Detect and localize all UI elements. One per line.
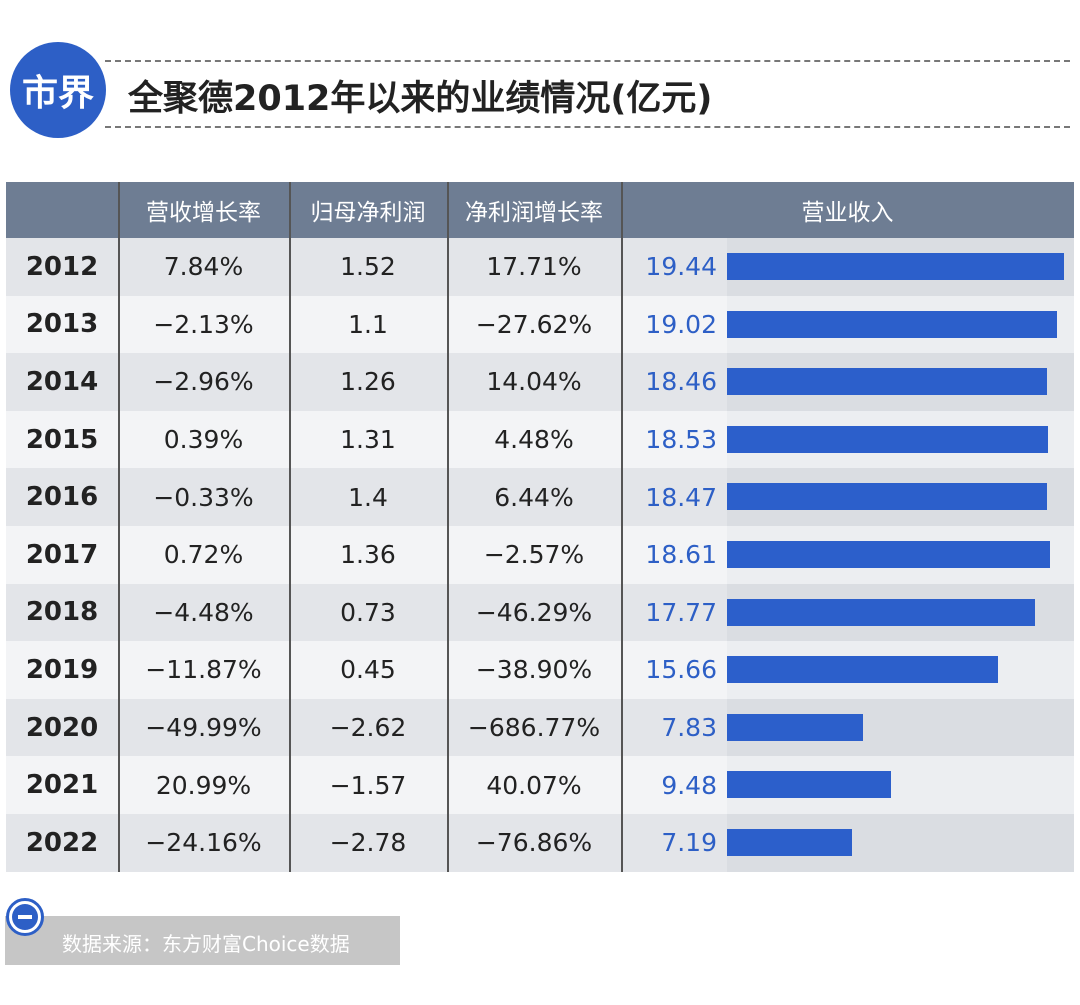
- revenue-bar: [727, 425, 1049, 453]
- revenue-bar: [727, 483, 1048, 511]
- net-profit: −2.78: [329, 828, 407, 858]
- net-profit: 1.31: [340, 425, 396, 455]
- net-profit: 1.52: [340, 252, 396, 282]
- net-profit-growth: 17.71%: [486, 252, 582, 282]
- revenue-label: 18.46: [645, 367, 717, 397]
- column-header: 净利润增长率: [465, 200, 603, 226]
- net-profit-growth: 4.48%: [494, 425, 574, 455]
- revenue-bar: [727, 541, 1050, 568]
- net-profit-growth: −38.90%: [475, 655, 593, 685]
- dashed-line: [105, 126, 1070, 128]
- net-profit: −2.62: [329, 713, 407, 743]
- revenue-label: 19.44: [645, 252, 717, 282]
- revenue-label: 18.53: [645, 425, 717, 455]
- revenue-bar: [727, 771, 892, 799]
- revenue-label: 7.19: [661, 828, 717, 858]
- net-profit-growth: 6.44%: [494, 482, 574, 512]
- column-header: 营收增长率: [146, 200, 261, 226]
- year: 2021: [25, 770, 99, 801]
- year: 2013: [25, 309, 99, 340]
- column-header: 归母净利润: [310, 200, 426, 226]
- year: 2012: [25, 251, 99, 282]
- revenue-label: 15.66: [645, 655, 717, 685]
- revenue-label: 7.83: [661, 713, 717, 743]
- year: 2020: [25, 712, 99, 743]
- source-box: [5, 916, 400, 965]
- revenue-label: 18.47: [645, 482, 717, 512]
- net-profit: 1.36: [340, 540, 396, 570]
- header-row: [6, 182, 1074, 238]
- year: 2022: [25, 827, 99, 858]
- net-profit: 1.4: [348, 482, 388, 512]
- revenue-bar: [727, 713, 863, 741]
- net-profit-growth: 14.04%: [486, 367, 582, 397]
- revenue-growth: 20.99%: [155, 770, 252, 800]
- title: 全聚德2012年以来的业绩情况(亿元): [128, 79, 713, 119]
- net-profit-growth: −46.29%: [475, 597, 593, 627]
- year: 2016: [25, 482, 99, 513]
- net-profit-growth: −76.86%: [475, 828, 593, 858]
- revenue-growth: −4.48%: [153, 597, 254, 627]
- column-header: 营业收入: [801, 200, 894, 226]
- logo: 市界: [10, 42, 106, 138]
- revenue-bar: [727, 253, 1064, 280]
- table: 营收增长率 归母净利润 净利润增长率 营业收入 2012 7.84% 1.52 17.71% 1…: [6, 182, 1074, 872]
- column-divider: [289, 182, 291, 872]
- column-divider: [447, 182, 449, 872]
- revenue-growth: −0.33%: [153, 482, 254, 512]
- revenue-growth: −11.87%: [145, 655, 262, 685]
- dashed-line: [105, 60, 1070, 62]
- source-icon: [6, 898, 44, 936]
- revenue-growth: 0.39%: [163, 425, 244, 455]
- year: 2014: [25, 366, 99, 397]
- revenue-bar: [727, 598, 1036, 626]
- revenue-growth: −2.13%: [153, 309, 254, 339]
- revenue-label: 9.48: [661, 770, 717, 800]
- net-profit-growth: −2.57%: [483, 540, 585, 570]
- net-profit-growth: −27.62%: [475, 309, 593, 339]
- column-divider: [621, 182, 623, 872]
- net-profit-growth: −686.77%: [467, 713, 601, 743]
- revenue-growth: −49.99%: [145, 713, 262, 743]
- net-profit: 1.26: [340, 367, 396, 397]
- revenue-bar: [727, 368, 1047, 396]
- net-profit: 0.73: [340, 597, 396, 627]
- source: 数据来源：东方财富Choice数据: [62, 932, 350, 956]
- net-profit: −1.57: [329, 770, 407, 800]
- revenue-label: 18.61: [645, 540, 717, 570]
- revenue-bar: [727, 310, 1057, 338]
- revenue-label: 17.77: [645, 597, 717, 627]
- year: 2018: [25, 597, 99, 628]
- revenue-bar: [727, 656, 999, 684]
- revenue-growth: 7.84%: [163, 252, 244, 282]
- year: 2019: [25, 654, 99, 685]
- revenue-growth: −24.16%: [145, 828, 262, 858]
- net-profit: 1.1: [348, 309, 388, 339]
- revenue-bar: [727, 829, 852, 856]
- year: 2015: [25, 424, 99, 455]
- column-divider: [118, 182, 120, 872]
- revenue-growth: −2.96%: [153, 367, 254, 397]
- revenue-growth: 0.72%: [163, 540, 244, 570]
- revenue-label: 19.02: [645, 309, 717, 339]
- year: 2017: [25, 539, 99, 570]
- net-profit-growth: 40.07%: [486, 770, 582, 800]
- net-profit: 0.45: [340, 655, 396, 685]
